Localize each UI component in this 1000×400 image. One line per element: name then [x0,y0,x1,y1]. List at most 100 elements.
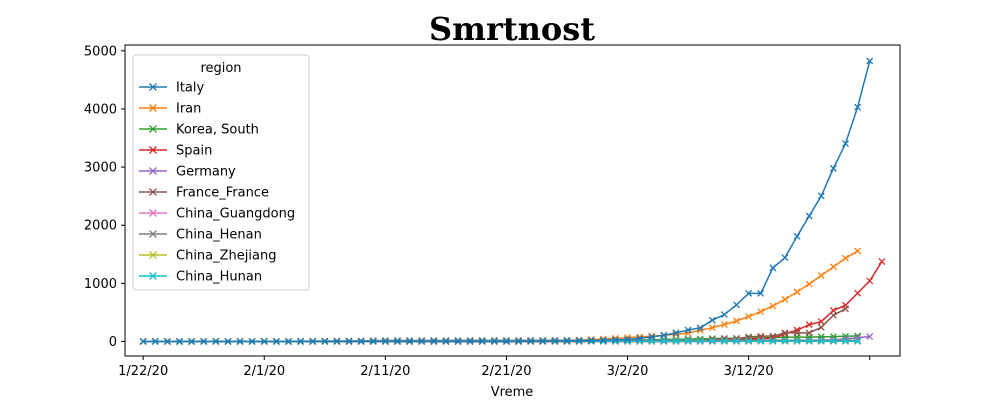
data-point [527,336,535,344]
legend-label: China_Guangdong [176,207,295,222]
legend-label: China_Hunan [176,270,262,285]
chart-title: Smrtnost [429,10,595,48]
y-tick-label: 0 [109,335,117,350]
data-point [454,336,462,344]
data-point [842,254,849,262]
legend-item: France_France [139,186,269,201]
legend-marker [149,146,157,154]
data-point [842,336,849,344]
data-point [648,333,656,341]
data-point [672,337,680,345]
data-point [733,317,740,325]
data-point [817,192,825,200]
data-point [297,338,305,345]
data-point [817,272,825,279]
data-point [248,338,256,345]
legend-item: China_Hunan [139,270,262,285]
data-point [781,337,789,345]
data-point [805,212,813,220]
data-point [502,338,510,345]
data-point [587,337,595,344]
x-tick-label: 2/1/20 [243,364,285,379]
data-point [866,277,874,285]
data-point [345,338,353,345]
data-point [878,258,886,265]
data-point [321,338,329,345]
data-point [708,337,716,345]
y-tick-label: 3000 [84,161,117,176]
legend-marker [149,83,157,91]
data-point [757,337,765,345]
data-point [442,336,450,344]
data-point [515,337,523,345]
data-point [720,311,728,319]
data-point [309,338,317,345]
legend-item: China_Guangdong [139,207,295,222]
data-point [176,338,183,345]
data-point [260,338,268,345]
legend-marker [149,230,157,238]
plot-frame [124,44,901,357]
data-point [466,338,474,345]
data-point [212,338,220,345]
data-point [551,337,559,345]
data-point [200,338,208,345]
data-point [769,264,777,272]
data-point [478,338,486,345]
data-point [454,338,462,345]
data-point [636,334,644,342]
data-point [272,338,280,345]
data-point [769,302,777,310]
data-point [793,232,801,240]
x-tick-label: 1/22/20 [118,364,168,379]
data-point [817,337,825,345]
data-point [745,336,753,344]
data-point [490,338,498,345]
data-point [745,289,753,297]
x-tick-label: 3/2/20 [607,364,649,379]
data-point [672,329,680,337]
data-point [805,280,813,288]
data-point [757,289,765,297]
data-point [599,336,607,344]
legend-marker [149,272,157,280]
data-point [660,331,668,339]
data-point [139,338,147,345]
data-point [430,336,438,344]
data-point [624,336,631,343]
legend-label: Germany [176,165,236,180]
data-point [829,263,837,271]
data-point [418,336,426,344]
data-point [357,338,365,345]
data-point [394,338,401,345]
data-point [781,336,789,344]
legend-marker [149,251,157,259]
data-point [757,336,765,344]
data-point [599,337,607,345]
data-point [854,337,862,345]
data-point [720,337,728,345]
x-axis-label: Vreme [491,385,534,400]
legend-item: China_Henan [139,228,262,243]
legend-label: Korea, South [176,123,259,138]
data-point [733,301,740,309]
y-axis: 0 1000 2000 3000 4000 5000 [84,44,125,350]
legend-marker [149,188,157,196]
data-point [490,336,498,344]
data-point [660,336,668,344]
data-point [793,329,801,337]
data-point [805,336,813,344]
legend-item: China_Zhejiang [139,249,276,264]
data-point [442,338,450,345]
data-point [696,337,704,345]
data-point [369,338,377,345]
data-point [805,329,813,337]
data-point [781,254,789,262]
data-point [708,324,716,332]
x-tick-label: 2/21/20 [481,364,531,379]
series-line [143,308,846,343]
data-point [224,338,232,345]
data-point [406,338,414,345]
data-point [381,336,389,344]
